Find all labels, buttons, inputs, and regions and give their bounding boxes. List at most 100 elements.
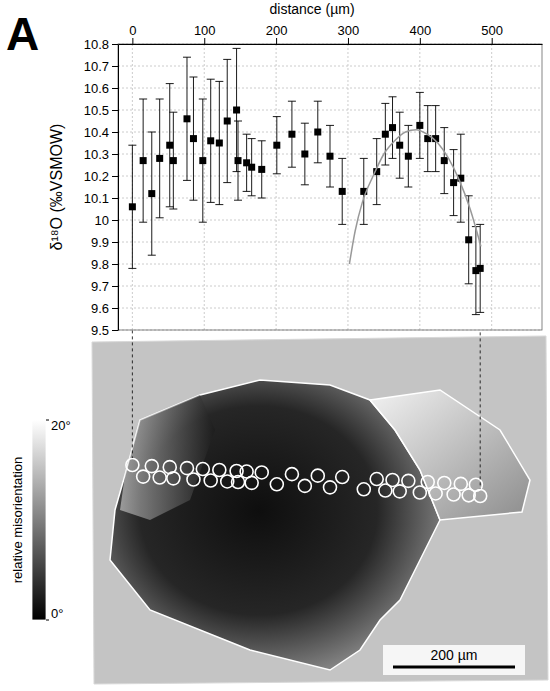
point	[382, 131, 389, 138]
point	[273, 142, 280, 149]
point	[156, 155, 163, 162]
guide-line	[480, 314, 481, 489]
tick: 9.6	[91, 301, 118, 316]
colorbar-label: 0°	[51, 606, 63, 621]
plot-frame	[118, 44, 542, 330]
error-cap	[183, 180, 191, 181]
point	[258, 166, 265, 173]
colorbar-label: 20°	[51, 418, 71, 433]
error-cap	[472, 314, 480, 315]
point	[314, 129, 321, 136]
tick: 10.3	[84, 147, 118, 162]
error-cap	[314, 162, 322, 163]
grid-line	[118, 198, 542, 199]
tick-label: 9.5	[91, 323, 109, 338]
error-cap	[360, 224, 368, 225]
tick-label: 100	[194, 23, 216, 38]
tick-label: 10	[95, 213, 109, 228]
point	[405, 153, 412, 160]
grid-line	[419, 44, 420, 330]
tick-mark	[112, 330, 118, 331]
error-cap	[243, 191, 251, 192]
error-bar	[450, 150, 458, 216]
spot	[187, 473, 200, 486]
tick: 9.8	[91, 257, 118, 272]
spot	[421, 475, 434, 488]
error-cap	[233, 171, 241, 172]
grid-line	[118, 110, 542, 111]
tick: 10.7	[84, 59, 118, 74]
error-bar	[273, 117, 281, 174]
point	[465, 236, 472, 243]
error-cap	[432, 105, 440, 106]
tick-mark	[112, 308, 118, 309]
map	[92, 336, 548, 684]
error-bar	[476, 224, 484, 312]
error-cap	[416, 158, 424, 159]
error-cap	[424, 105, 432, 106]
tick-mark	[112, 66, 118, 67]
error-cap	[389, 158, 397, 159]
error-cap	[258, 198, 266, 199]
axis-line	[118, 45, 119, 331]
tick: 9.5	[91, 323, 118, 338]
point	[235, 157, 242, 164]
error-cap	[189, 77, 197, 78]
error-cap	[166, 83, 174, 84]
y-axis: 9.59.69.79.89.91010.110.210.310.410.510.…	[84, 37, 119, 338]
point	[327, 153, 334, 160]
tick-label: 10.1	[84, 191, 109, 206]
error-cap	[404, 187, 412, 188]
error-cap	[440, 127, 448, 128]
point	[288, 131, 295, 138]
tick: 10.8	[84, 37, 118, 52]
error-cap	[381, 103, 389, 104]
point	[129, 203, 136, 210]
tick-label: 200	[266, 23, 288, 38]
scale-bar-line	[393, 666, 515, 669]
error-cap	[199, 99, 207, 100]
spot	[126, 459, 139, 472]
error-bar	[338, 158, 346, 224]
colorbar-title: relative misorientation	[10, 457, 25, 583]
error-cap	[166, 206, 174, 207]
point	[148, 190, 155, 197]
error-bar	[301, 123, 309, 185]
error-bar	[183, 57, 191, 180]
tick-label: 9.8	[91, 257, 109, 272]
map-background	[92, 336, 548, 684]
tick-label: 10.8	[84, 37, 109, 52]
error-cap	[457, 134, 465, 135]
point	[170, 157, 177, 164]
grain-shade	[120, 395, 215, 520]
error-cap	[450, 149, 458, 150]
tick-label: 10.2	[84, 169, 109, 184]
error-bar	[288, 101, 296, 167]
error-cap	[223, 182, 231, 183]
marks	[128, 48, 484, 314]
spot	[438, 476, 451, 489]
error-cap	[248, 138, 256, 139]
axis-line	[119, 44, 543, 45]
error-cap	[199, 222, 207, 223]
error-cap	[148, 255, 156, 256]
tick: 10.1	[84, 191, 118, 206]
error-cap	[416, 92, 424, 93]
error-cap	[156, 99, 164, 100]
tick-label: 400	[409, 23, 431, 38]
grid-line	[118, 220, 542, 221]
spot	[145, 460, 158, 473]
grid-line	[276, 44, 277, 330]
tick-mark	[348, 38, 349, 44]
error-bar	[258, 141, 266, 198]
grid-line	[347, 44, 348, 330]
tick: 10	[95, 213, 118, 228]
tick: 100	[194, 23, 216, 44]
tick: 300	[338, 23, 360, 44]
grid-line	[491, 44, 492, 330]
error-bar	[234, 121, 242, 200]
point	[183, 115, 190, 122]
colorbar-tick	[46, 420, 49, 421]
grid-line	[118, 66, 542, 67]
spot	[357, 483, 370, 496]
